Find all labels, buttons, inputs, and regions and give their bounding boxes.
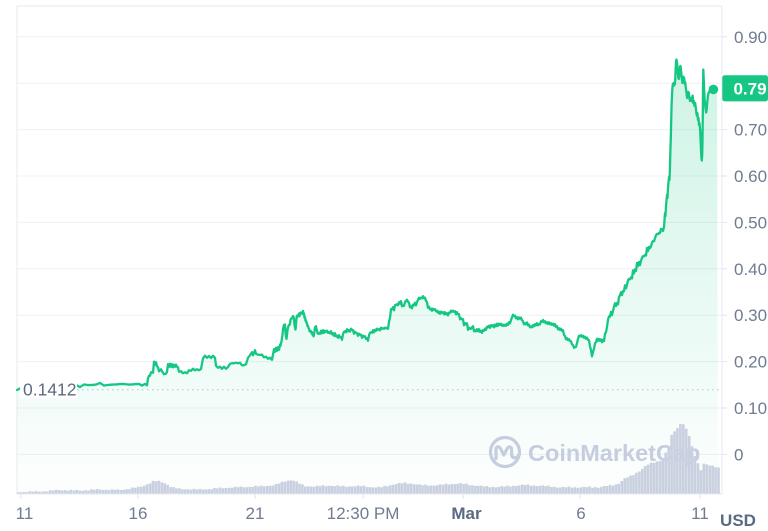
svg-text:0.10: 0.10 [734,399,767,418]
svg-text:0.79: 0.79 [733,79,766,98]
svg-text:16: 16 [129,504,148,523]
svg-text:0.20: 0.20 [734,353,767,372]
svg-text:0.60: 0.60 [734,167,767,186]
svg-text:0.70: 0.70 [734,121,767,140]
svg-text:0.1412: 0.1412 [23,380,77,400]
svg-text:0.50: 0.50 [734,213,767,232]
svg-text:USD: USD [720,511,756,530]
svg-text:11: 11 [691,504,709,523]
svg-text:0.30: 0.30 [734,306,767,325]
svg-text:0.90: 0.90 [734,28,767,47]
svg-text:12:30 PM: 12:30 PM [327,504,400,523]
svg-text:Mar: Mar [451,504,482,523]
svg-text:21: 21 [246,504,265,523]
svg-text:0.40: 0.40 [734,260,767,279]
svg-text:0: 0 [734,445,743,464]
svg-text:6: 6 [576,504,585,523]
svg-text:11: 11 [16,504,34,523]
